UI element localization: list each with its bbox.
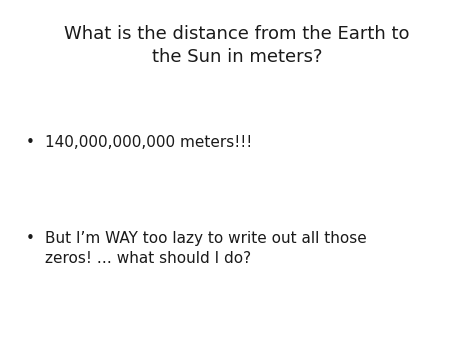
Text: 140,000,000,000 meters!!!: 140,000,000,000 meters!!! <box>45 135 252 150</box>
Text: •: • <box>26 231 35 246</box>
Text: •: • <box>26 135 35 150</box>
Text: What is the distance from the Earth to
the Sun in meters?: What is the distance from the Earth to t… <box>64 25 410 66</box>
Text: But I’m WAY too lazy to write out all those
zeros! … what should I do?: But I’m WAY too lazy to write out all th… <box>45 231 367 266</box>
